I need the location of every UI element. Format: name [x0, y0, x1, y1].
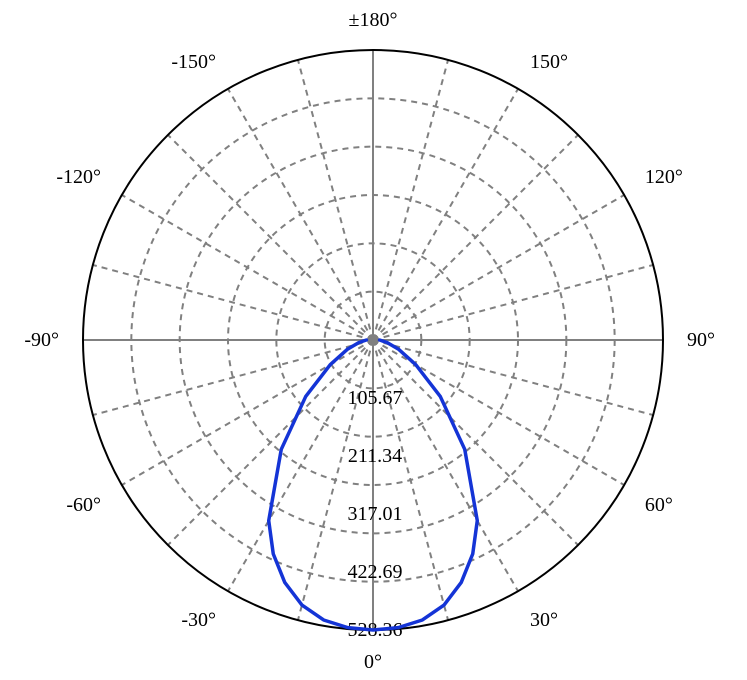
angle-label: ±180°	[349, 9, 398, 31]
angle-label: 30°	[530, 609, 558, 631]
polar-chart: 105.67211.34317.01422.69528.360°30°60°90…	[0, 0, 747, 680]
center-hub	[369, 336, 377, 344]
angle-label: -30°	[181, 609, 216, 631]
angle-label: 60°	[645, 494, 673, 516]
angle-label: -90°	[24, 329, 59, 351]
angle-label: -60°	[66, 494, 101, 516]
angle-label: -120°	[56, 166, 101, 188]
radial-tick-label: 211.34	[348, 445, 402, 467]
angle-label: 90°	[687, 329, 715, 351]
radial-tick-label: 317.01	[348, 503, 403, 525]
radial-tick-label: 422.69	[348, 561, 403, 583]
radial-tick-label: 105.67	[348, 387, 403, 409]
angle-label: 0°	[364, 651, 382, 673]
polar-svg: 105.67211.34317.01422.69528.360°30°60°90…	[0, 0, 747, 680]
angle-label: -150°	[171, 51, 216, 73]
angle-label: 120°	[645, 166, 683, 188]
angle-label: 150°	[530, 51, 568, 73]
